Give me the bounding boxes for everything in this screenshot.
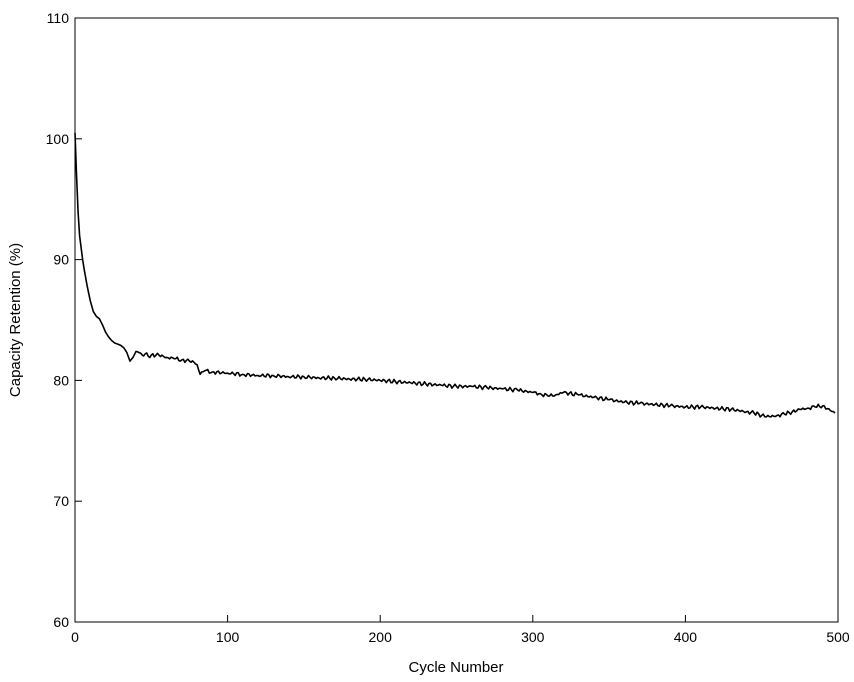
y-axis-title: Capacity Retention (%) (7, 243, 24, 397)
y-tick-label: 110 (47, 10, 70, 26)
x-axis: 0 100 200 300 400 500 (71, 615, 850, 645)
capacity-retention-line (74, 132, 836, 418)
plot-frame (74, 17, 839, 623)
x-tick-label: 400 (674, 629, 698, 645)
y-tick-label: 80 (53, 372, 69, 388)
x-tick-label: 300 (521, 629, 545, 645)
y-axis: 60 70 80 90 100 110 (46, 10, 82, 630)
x-tick-label: 200 (369, 629, 393, 645)
x-tick-label: 100 (216, 629, 240, 645)
y-tick-label: 90 (53, 252, 69, 268)
y-tick-label: 70 (53, 493, 69, 509)
x-tick-label: 500 (826, 629, 850, 645)
x-axis-title: Cycle Number (408, 659, 503, 676)
x-tick-label: 0 (71, 629, 79, 645)
y-tick-label: 100 (46, 131, 70, 147)
y-tick-label: 60 (53, 614, 69, 630)
